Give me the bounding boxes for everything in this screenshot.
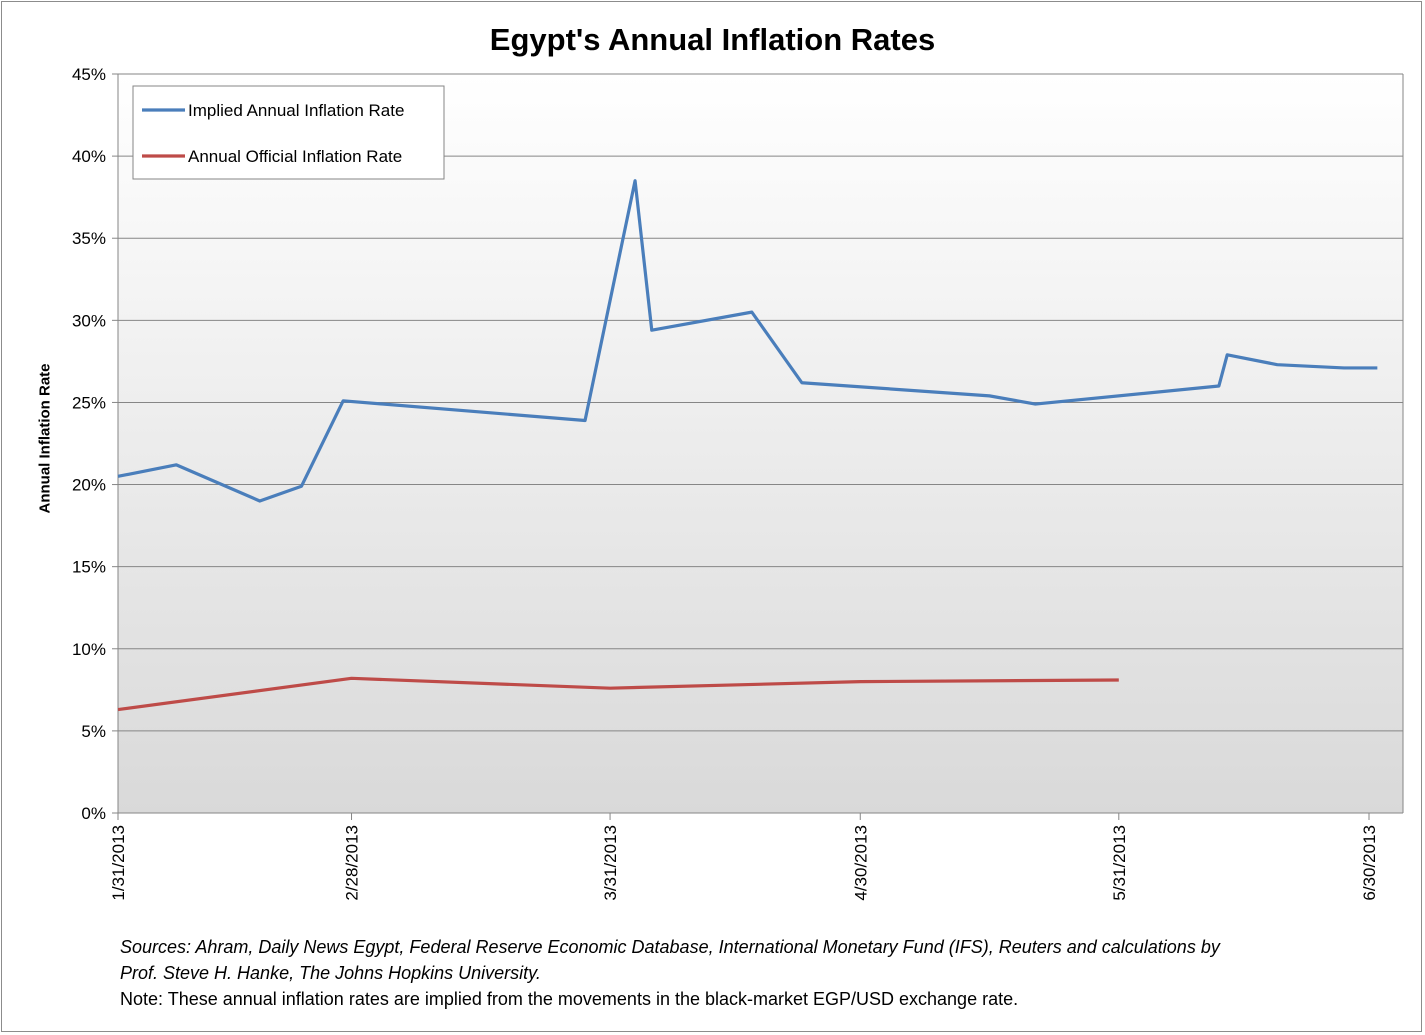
y-tick-label: 20% — [72, 476, 106, 495]
x-tick-label: 3/31/2013 — [601, 825, 620, 901]
y-tick-label: 10% — [72, 640, 106, 659]
y-tick-label: 40% — [72, 147, 106, 166]
y-tick-label: 30% — [72, 311, 106, 330]
x-tick-label: 5/31/2013 — [1110, 825, 1129, 901]
x-tick-label: 1/31/2013 — [109, 825, 128, 901]
sources-line-1: Sources: Ahram, Daily News Egypt, Federa… — [120, 937, 1220, 957]
chart-title: Egypt's Annual Inflation Rates — [489, 22, 936, 57]
y-tick-label: 15% — [72, 558, 106, 577]
legend-label: Implied Annual Inflation Rate — [188, 101, 404, 120]
sources-line-2: Prof. Steve H. Hanke, The Johns Hopkins … — [120, 963, 541, 983]
x-tick-label: 6/30/2013 — [1360, 825, 1379, 901]
y-tick-label: 35% — [72, 229, 106, 248]
y-tick-label: 45% — [72, 65, 106, 84]
x-tick-label: 4/30/2013 — [851, 825, 870, 901]
y-tick-label: 25% — [72, 393, 106, 412]
x-tick-label: 2/28/2013 — [343, 825, 362, 901]
chart-notes: Sources: Ahram, Daily News Egypt, Federa… — [120, 934, 1220, 1012]
legend-box — [132, 85, 445, 180]
y-tick-label: 0% — [81, 804, 106, 823]
legend-label: Annual Official Inflation Rate — [188, 147, 402, 166]
note-line: Note: These annual inflation rates are i… — [120, 989, 1019, 1009]
y-tick-label: 5% — [81, 722, 106, 741]
plot-area — [118, 74, 1403, 813]
